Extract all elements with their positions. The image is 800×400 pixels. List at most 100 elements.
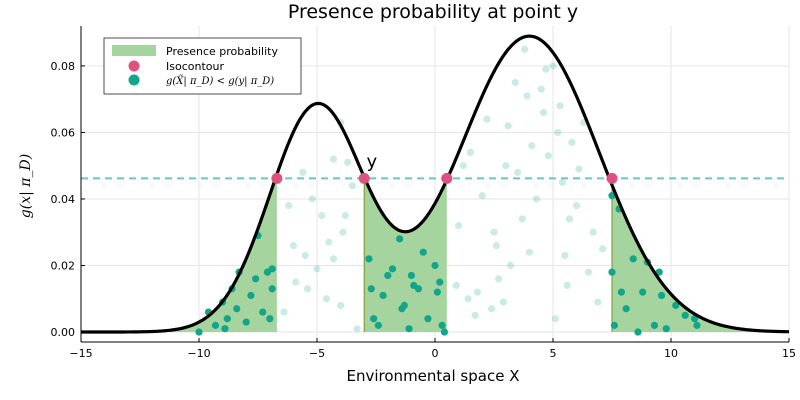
sample-point-above: [532, 195, 541, 203]
sample-point-above: [549, 62, 557, 70]
sample-point-below: [629, 255, 637, 263]
sample-point-below: [693, 321, 701, 329]
sample-point-above: [568, 138, 576, 147]
presence-fill-area: [81, 174, 277, 333]
sample-point-above: [488, 305, 496, 313]
presence-fill-area: [612, 184, 789, 333]
sample-point-below: [657, 291, 666, 300]
y-tick-label: 0.08: [51, 60, 76, 73]
x-tick-label: −15: [69, 347, 92, 360]
y-tick-label: 0.00: [51, 326, 76, 339]
y-tick-label: 0.06: [51, 126, 76, 139]
sample-point-below: [221, 325, 229, 333]
sample-point-below: [608, 192, 616, 200]
legend-points-marker: [128, 74, 140, 86]
sample-point-above: [325, 238, 333, 246]
sample-point-above: [575, 165, 583, 173]
sample-point-above: [459, 162, 467, 170]
sample-point-below: [247, 291, 255, 300]
sample-point-below: [608, 268, 616, 276]
legend-label-isocontour: Isocontour: [166, 60, 224, 73]
sample-point-above: [558, 178, 567, 186]
sample-point-above: [565, 215, 574, 223]
sample-point-above: [483, 115, 491, 123]
sample-point-above: [563, 281, 571, 290]
sample-point-above: [495, 275, 503, 283]
sample-point-above: [589, 228, 597, 236]
sample-point-below: [384, 271, 392, 280]
y-tick-label: 0.02: [51, 259, 76, 272]
sample-point-below: [407, 271, 415, 280]
x-tick-label: −10: [187, 347, 210, 360]
sample-point-below: [672, 301, 680, 310]
sample-point-below: [617, 288, 626, 296]
sample-point-above: [280, 308, 288, 316]
sample-point-below: [388, 265, 397, 273]
sample-point-above: [292, 278, 300, 286]
sample-point-below: [396, 235, 404, 243]
sample-point-above: [514, 168, 522, 176]
x-axis-title: Environmental space X: [347, 367, 520, 385]
sample-point-above: [504, 122, 512, 130]
sample-point-above: [511, 78, 519, 87]
isocontour-point: [606, 172, 618, 184]
sample-point-above: [537, 85, 545, 93]
sample-point-above: [301, 251, 309, 260]
sample-point-above: [539, 108, 548, 117]
chart-title: Presence probability at point y: [288, 1, 578, 23]
isocontour-point: [271, 172, 283, 184]
sample-point-above: [554, 128, 562, 137]
sample-point-above: [471, 311, 479, 319]
sample-point-above: [285, 202, 293, 210]
x-tick-label: 0: [432, 347, 439, 360]
sample-point-above: [598, 245, 607, 253]
legend-fill-swatch: [112, 45, 156, 56]
sample-point-above: [329, 255, 338, 263]
sample-point-above: [478, 192, 486, 200]
isocontour-point: [441, 172, 453, 184]
sample-point-below: [268, 285, 276, 293]
sample-point-above: [556, 102, 564, 110]
sample-point-below: [419, 248, 427, 256]
sample-point-below: [223, 315, 231, 323]
sample-point-above: [528, 142, 536, 150]
isocontour-point: [358, 172, 370, 184]
sample-point-above: [518, 215, 526, 223]
sample-point-below: [405, 325, 413, 333]
sample-point-below: [379, 291, 387, 300]
sample-point-above: [466, 148, 474, 156]
sample-point-below: [655, 268, 663, 276]
sample-point-below: [268, 265, 276, 273]
sample-point-above: [542, 65, 550, 73]
sample-point-below: [610, 321, 618, 329]
sample-point-above: [353, 325, 361, 333]
density-curve: [81, 34, 790, 334]
x-tick-label: −5: [309, 347, 325, 360]
sample-point-above: [339, 228, 347, 236]
sample-point-below: [370, 315, 378, 323]
sample-point-below: [266, 315, 274, 323]
sample-point-below: [195, 328, 203, 336]
sample-point-below: [233, 305, 241, 313]
sample-point-above: [348, 182, 356, 190]
sample-point-above: [492, 241, 500, 250]
sample-point-below: [639, 288, 647, 296]
sample-point-below: [650, 321, 659, 329]
sample-point-above: [313, 265, 321, 273]
sample-point-below: [400, 301, 408, 310]
sample-point-below: [433, 288, 441, 296]
sample-point-below: [440, 328, 449, 336]
tick-labels: −15 −10 −5 0 5 10 15 0.00 0.02 0.04 0.06 0.08: [51, 60, 797, 360]
x-tick-label: 10: [664, 347, 678, 360]
sample-point-above: [289, 241, 297, 250]
annotation-y: y: [367, 151, 378, 172]
sample-point-above: [473, 288, 482, 296]
sample-point-below: [211, 321, 220, 329]
sample-point-above: [322, 295, 331, 303]
sample-point-above: [521, 45, 529, 53]
legend-label-presence: Presence probability: [166, 45, 278, 58]
legend-isocontour-marker: [128, 60, 140, 72]
sample-point-below: [436, 278, 444, 286]
sample-point-below: [424, 315, 432, 323]
sample-point-above: [499, 298, 508, 306]
